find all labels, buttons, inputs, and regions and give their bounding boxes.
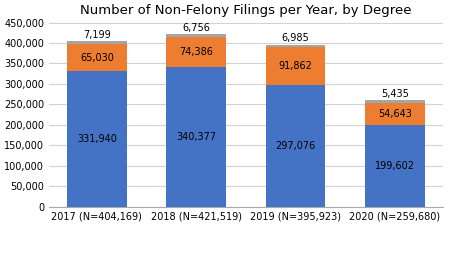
Legend: Petty Misdemeanors, Misdemeanors, Gross Misdemeanors: Petty Misdemeanors, Misdemeanors, Gross … xyxy=(90,263,401,265)
Bar xyxy=(166,34,226,37)
Text: 340,377: 340,377 xyxy=(176,132,216,142)
Text: 5,435: 5,435 xyxy=(381,89,409,99)
Bar xyxy=(266,47,325,85)
Bar xyxy=(67,71,126,207)
Text: 331,940: 331,940 xyxy=(77,134,117,144)
Title: Number of Non-Felony Filings per Year, by Degree: Number of Non-Felony Filings per Year, b… xyxy=(80,4,412,17)
Bar xyxy=(365,103,425,125)
Text: 65,030: 65,030 xyxy=(80,52,114,63)
Bar xyxy=(266,45,325,47)
Text: 74,386: 74,386 xyxy=(179,47,213,57)
Text: 199,602: 199,602 xyxy=(375,161,415,171)
Text: 297,076: 297,076 xyxy=(275,141,315,151)
Bar xyxy=(365,100,425,103)
Bar xyxy=(365,125,425,207)
Text: 6,985: 6,985 xyxy=(282,33,310,43)
Text: 7,199: 7,199 xyxy=(83,30,111,40)
Bar xyxy=(166,67,226,207)
Text: 54,643: 54,643 xyxy=(378,109,412,119)
Bar xyxy=(166,37,226,67)
Bar xyxy=(67,44,126,71)
Bar xyxy=(266,85,325,207)
Text: 91,862: 91,862 xyxy=(279,61,312,71)
Text: 6,756: 6,756 xyxy=(182,23,210,33)
Bar xyxy=(67,41,126,44)
